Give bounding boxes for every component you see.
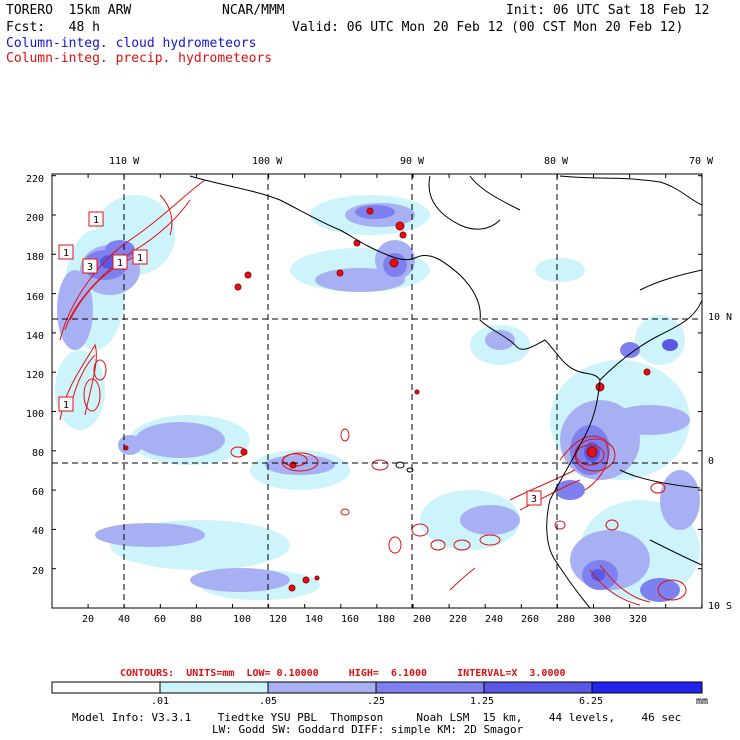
y-tick-label: 220 bbox=[26, 174, 45, 185]
y-tick-label: 180 bbox=[26, 252, 45, 263]
cloud-shading bbox=[55, 195, 700, 602]
lat-label: 10 N bbox=[708, 312, 733, 323]
x-tick-label: 300 bbox=[593, 614, 612, 625]
contour-label: 1 bbox=[58, 244, 74, 260]
axis-ticks bbox=[51, 174, 703, 609]
scale-tick-label: 1.25 bbox=[470, 696, 495, 707]
x-tick-label: 280 bbox=[557, 614, 576, 625]
scale-tick-label: 6.25 bbox=[579, 696, 604, 707]
scale-swatch bbox=[51, 681, 161, 694]
x-tick-label: 160 bbox=[341, 614, 360, 625]
scale-tick-label: .05 bbox=[259, 696, 278, 707]
contour-label: 1 bbox=[112, 254, 128, 270]
x-tick-label: 80 bbox=[190, 614, 203, 625]
precip-legend-label: Column-integ. precip. hydrometeors bbox=[6, 51, 273, 66]
contour-label-text: 3 bbox=[87, 262, 93, 273]
scale-tick-label: .01 bbox=[151, 696, 170, 707]
x-tick-label: 140 bbox=[305, 614, 324, 625]
lon-label: 70 W bbox=[689, 156, 714, 167]
cloud-legend-label: Column-integ. cloud hydrometeors bbox=[6, 36, 257, 51]
contour-label-text: 1 bbox=[137, 253, 143, 264]
y-tick-label: 160 bbox=[26, 292, 45, 303]
y-tick-label: 200 bbox=[26, 213, 45, 224]
contour-label-text: 1 bbox=[93, 215, 99, 226]
x-tick-label: 120 bbox=[269, 614, 288, 625]
lon-label: 110 W bbox=[109, 156, 140, 167]
model-info-line-2: LW: Godd SW: Goddard DIFF: simple KM: 2D… bbox=[212, 723, 524, 736]
x-tick-label: 20 bbox=[82, 614, 95, 625]
precip-cores bbox=[123, 207, 651, 592]
scale-unit: mm bbox=[696, 696, 709, 707]
model-title: TORERO 15km ARW bbox=[6, 3, 132, 18]
lon-label: 90 W bbox=[400, 156, 425, 167]
contour-label: 3 bbox=[526, 490, 542, 506]
contour-label-text: 1 bbox=[63, 248, 69, 259]
lon-label: 80 W bbox=[544, 156, 569, 167]
lat-label: 0 bbox=[708, 456, 715, 467]
lat-lon-grid bbox=[52, 174, 702, 608]
y-tick-label: 20 bbox=[32, 566, 45, 577]
lon-label: 100 W bbox=[252, 156, 283, 167]
y-tick-label: 80 bbox=[32, 448, 45, 459]
scale-swatch bbox=[267, 681, 377, 694]
contour-label: 1 bbox=[58, 396, 74, 412]
contour-label-text: 1 bbox=[63, 400, 69, 411]
contour-label-text: 1 bbox=[117, 258, 123, 269]
contour-label-text: 3 bbox=[531, 494, 537, 505]
coastline bbox=[189, 175, 702, 608]
contour-labels: 1 1 3 1 1 1 3 bbox=[58, 211, 542, 506]
y-tick-label: 120 bbox=[26, 370, 45, 381]
contour-label: 1 bbox=[132, 249, 148, 265]
scale-swatch bbox=[483, 681, 593, 694]
organization-label: NCAR/MMM bbox=[222, 3, 285, 18]
contour-info: CONTOURS: UNITS=mm LOW= 0.10000 HIGH= 6.… bbox=[120, 668, 566, 679]
y-tick-label: 140 bbox=[26, 331, 45, 342]
x-tick-label: 40 bbox=[118, 614, 131, 625]
y-tick-label: 40 bbox=[32, 526, 45, 537]
x-tick-label: 260 bbox=[521, 614, 540, 625]
x-tick-label: 220 bbox=[449, 614, 468, 625]
contour-label: 3 bbox=[82, 258, 98, 274]
x-tick-label: 320 bbox=[629, 614, 648, 625]
y-tick-label: 100 bbox=[26, 409, 45, 420]
x-tick-label: 100 bbox=[233, 614, 252, 625]
contour-label: 1 bbox=[88, 211, 104, 227]
x-tick-label: 60 bbox=[154, 614, 167, 625]
forecast-hour: Fcst: 48 h bbox=[6, 20, 100, 35]
valid-time: Valid: 06 UTC Mon 20 Feb 12 (00 CST Mon … bbox=[292, 20, 684, 35]
lat-label: 10 S bbox=[708, 601, 733, 612]
init-time: Init: 06 UTC Sat 18 Feb 12 bbox=[506, 3, 710, 18]
x-tick-label: 240 bbox=[485, 614, 504, 625]
scale-swatch bbox=[375, 681, 485, 694]
scale-tick-label: .25 bbox=[367, 696, 386, 707]
x-tick-label: 180 bbox=[377, 614, 396, 625]
model-info-line-1: Model Info: V3.3.1 Tiedtke YSU PBL Thomp… bbox=[72, 711, 682, 724]
x-tick-label: 200 bbox=[413, 614, 432, 625]
scale-swatch bbox=[591, 681, 703, 694]
y-tick-label: 60 bbox=[32, 487, 45, 498]
scale-swatch bbox=[159, 681, 269, 694]
